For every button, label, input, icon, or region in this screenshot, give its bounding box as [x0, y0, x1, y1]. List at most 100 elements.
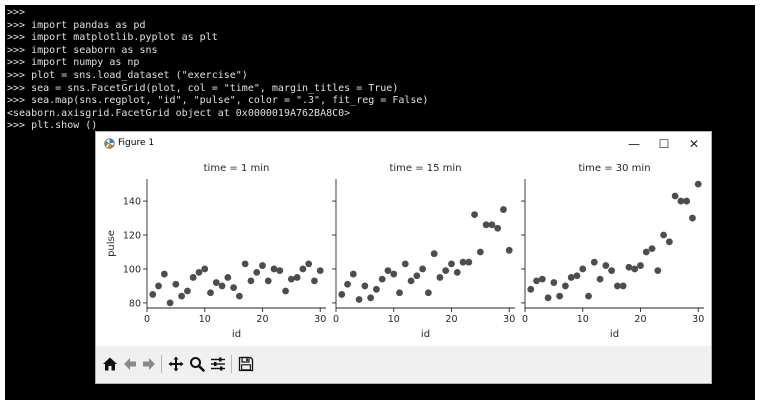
data-point	[390, 270, 398, 278]
y-tick-label: 80	[129, 298, 141, 309]
data-point	[166, 299, 174, 307]
save-icon[interactable]	[236, 354, 256, 374]
x-tick-label: 30	[692, 314, 704, 325]
data-point	[270, 265, 278, 273]
data-point	[155, 282, 162, 290]
minimize-button[interactable]: —	[628, 137, 640, 151]
data-point	[631, 265, 639, 273]
data-point	[637, 262, 644, 269]
data-point	[184, 287, 191, 295]
data-point	[259, 262, 266, 269]
configure-subplots-icon[interactable]	[208, 354, 228, 374]
maximize-button[interactable]: ☐	[658, 137, 670, 151]
data-point	[401, 260, 409, 268]
data-point	[264, 277, 272, 285]
x-tick-label: 0	[144, 314, 150, 325]
forward-arrow-icon[interactable]	[140, 354, 158, 374]
data-point	[253, 268, 261, 276]
title-bar[interactable]: Figure 1 — ☐ ✕	[96, 132, 711, 156]
data-point	[355, 296, 363, 303]
matplotlib-icon	[104, 138, 115, 149]
pan-icon[interactable]	[166, 354, 186, 374]
x-tick-label: 30	[503, 314, 515, 325]
terminal-line: >>> import seaborn as sns	[7, 44, 158, 56]
data-point	[556, 292, 564, 300]
x-tick-label: 0	[333, 314, 339, 325]
terminal-line: <seaborn.axisgrid.FacetGrid object at 0x…	[7, 107, 351, 119]
data-point	[648, 245, 656, 252]
facet-panel-3: 0 10 20 30 time = 30 min id	[521, 163, 704, 340]
zoom-icon[interactable]	[187, 354, 207, 374]
toolbar-separator	[231, 355, 232, 373]
data-point	[241, 260, 249, 268]
facet-title: time = 30 min	[578, 163, 650, 174]
data-point	[149, 291, 157, 298]
data-point	[407, 277, 415, 285]
data-point	[596, 275, 604, 283]
y-tick-label: 100	[123, 264, 141, 275]
data-point	[500, 206, 507, 213]
data-point	[505, 246, 513, 254]
data-point	[459, 258, 467, 266]
data-point	[654, 267, 662, 275]
data-point	[453, 268, 461, 276]
data-point	[602, 262, 610, 269]
data-point	[293, 274, 301, 281]
plot-canvas[interactable]: 0 10 20 30 80 100 120 140 time = 1 min id pulse 0 10…	[96, 156, 711, 346]
data-point	[207, 289, 214, 297]
facet-panel-1: 0 10 20 30 80 100 120 140 time = 1 min id pulse	[106, 163, 326, 340]
terminal-line: >>>	[7, 7, 26, 18]
data-point	[224, 274, 232, 281]
data-point	[172, 280, 180, 288]
data-point	[567, 274, 575, 281]
data-point	[642, 248, 650, 256]
data-point	[677, 197, 685, 205]
x-tick-label: 20	[445, 314, 457, 325]
data-point	[189, 274, 197, 281]
data-point	[573, 272, 581, 280]
x-tick-label: 20	[256, 314, 268, 325]
navigation-toolbar	[96, 346, 711, 383]
data-point	[671, 192, 679, 200]
data-point	[367, 294, 375, 302]
x-axis-label: id	[232, 329, 241, 340]
data-point	[465, 258, 473, 266]
data-point	[665, 238, 673, 246]
x-axis-label: id	[421, 329, 430, 340]
close-button[interactable]: ✕	[688, 137, 700, 151]
facet-title: time = 15 min	[389, 163, 461, 174]
data-point	[471, 211, 478, 219]
data-point	[160, 270, 168, 278]
figure-title: Figure 1	[118, 138, 155, 148]
facet-panel-2: 0 10 20 30 time = 15 min id	[332, 163, 515, 340]
terminal-line: >>> sea = sns.FacetGrid(plot, col = "tim…	[7, 82, 399, 94]
back-arrow-icon[interactable]	[121, 354, 139, 374]
data-point	[195, 268, 203, 276]
y-axis-label: pulse	[106, 230, 117, 257]
data-point	[442, 267, 450, 275]
data-point	[544, 294, 552, 302]
data-point	[476, 248, 484, 256]
terminal-output: >>> >>> import pandas as pd >>> import mat…	[7, 7, 428, 133]
data-point	[436, 274, 444, 281]
data-point	[378, 275, 386, 283]
x-tick-label: 20	[634, 314, 646, 325]
data-point	[373, 285, 380, 293]
data-point	[538, 275, 546, 283]
data-point	[494, 224, 502, 232]
data-point	[550, 279, 558, 286]
data-point	[625, 263, 633, 271]
figure-window[interactable]: Figure 1 — ☐ ✕ 0 10 20 30 80 100 120 140 time = …	[95, 131, 712, 384]
terminal-line: >>> import numpy as np	[7, 57, 140, 69]
terminal-line: >>> plt.show ()	[7, 120, 98, 132]
x-tick-label: 10	[577, 314, 589, 325]
data-point	[384, 267, 392, 275]
data-point	[533, 277, 540, 285]
x-tick-label: 10	[388, 314, 400, 325]
home-icon[interactable]	[100, 354, 120, 374]
data-point	[694, 180, 702, 188]
data-point	[488, 221, 496, 229]
data-point	[608, 267, 616, 275]
data-point	[305, 260, 313, 268]
